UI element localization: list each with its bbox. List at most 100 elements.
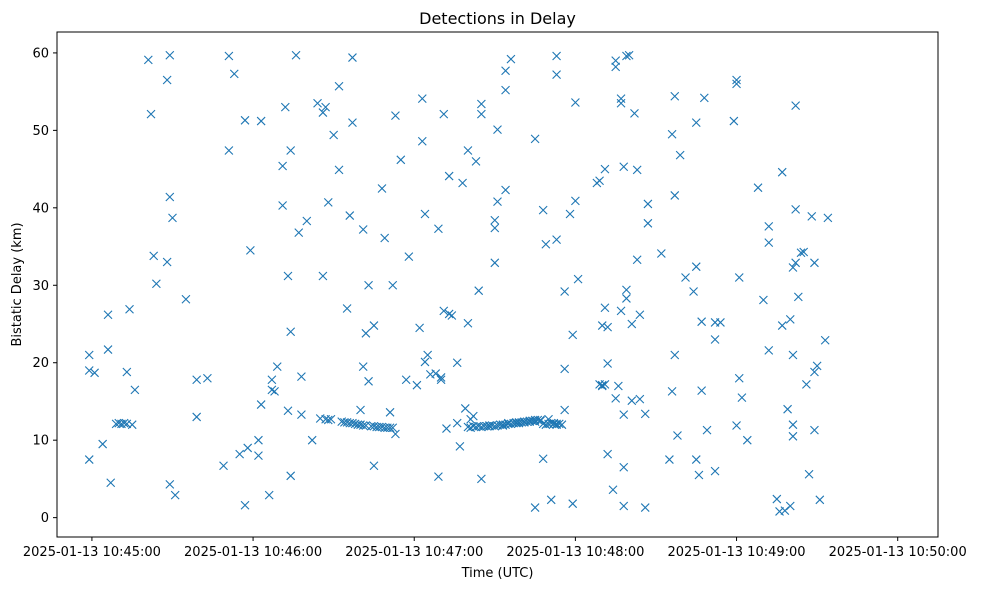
data-point-168: [498, 421, 508, 430]
y-axis-title: Bistatic Delay (km): [10, 222, 25, 346]
data-point-310: [788, 420, 798, 430]
data-point-134: [447, 311, 457, 320]
data-point-153: [476, 99, 486, 109]
data-point-131: [442, 424, 451, 433]
data-point-36: [235, 449, 245, 459]
data-point-265: [667, 129, 677, 139]
data-point-40: [246, 246, 255, 255]
data-point-276: [691, 455, 701, 464]
data-point-275: [691, 262, 701, 272]
data-point-215: [560, 287, 570, 296]
data-point-272: [681, 273, 690, 282]
data-point-219: [568, 330, 578, 340]
data-point-277: [694, 470, 704, 480]
data-point-56: [286, 146, 296, 155]
data-point-128: [436, 375, 446, 385]
data-point-296: [764, 222, 774, 231]
y-tick-label-1: 10: [32, 434, 49, 449]
data-point-256: [632, 165, 642, 175]
data-point-20: [151, 279, 161, 289]
data-point-21: [162, 75, 172, 85]
data-point-141: [463, 146, 473, 155]
data-point-193: [530, 503, 540, 512]
data-point-54: [283, 406, 293, 416]
data-point-33: [224, 51, 234, 61]
data-point-247: [619, 410, 629, 420]
data-point-257: [635, 310, 645, 320]
data-point-3: [90, 368, 99, 378]
data-point-41: [254, 435, 263, 445]
data-point-118: [417, 136, 427, 146]
data-point-114: [401, 375, 411, 385]
data-point-112: [391, 429, 400, 439]
data-point-27: [170, 490, 180, 500]
x-axis-title: Time (UTC): [461, 566, 534, 581]
data-point-43: [256, 400, 266, 409]
data-point-67: [318, 108, 328, 117]
data-point-270: [673, 431, 682, 440]
data-point-47: [267, 385, 277, 395]
x-tick-label-2: 2025-01-13 10:47:00: [345, 545, 483, 560]
data-point-49: [272, 362, 282, 371]
chart-title: Detections in Delay: [419, 9, 576, 28]
data-point-70: [323, 198, 333, 207]
data-point-288: [732, 79, 741, 89]
data-point-306: [785, 314, 795, 324]
data-point-305: [785, 501, 795, 511]
data-point-135: [452, 358, 462, 368]
data-point-87: [356, 405, 365, 415]
data-point-139: [460, 404, 470, 413]
data-point-148: [471, 156, 481, 166]
x-tick-label-1: 2025-01-13 10:46:00: [184, 545, 322, 560]
data-point-274: [691, 118, 701, 128]
data-point-289: [732, 421, 741, 430]
data-point-326: [823, 213, 833, 223]
data-point-89: [358, 225, 368, 234]
data-point-255: [632, 255, 642, 265]
data-point-269: [670, 91, 680, 101]
data-point-200: [541, 420, 551, 430]
data-point-222: [571, 196, 580, 206]
data-point-162: [490, 215, 500, 225]
data-point-104: [380, 233, 390, 243]
data-point-228: [597, 321, 607, 330]
data-point-313: [791, 101, 801, 110]
data-point-37: [240, 500, 250, 510]
data-point-23: [165, 50, 175, 60]
data-point-107: [385, 423, 395, 433]
data-point-318: [804, 469, 814, 479]
data-point-127: [436, 373, 446, 382]
data-point-229: [597, 381, 607, 391]
data-point-240: [613, 381, 623, 391]
x-tick-label-4: 2025-01-13 10:49:00: [668, 545, 806, 560]
data-point-262: [643, 218, 653, 228]
data-point-321: [810, 258, 819, 268]
data-point-61: [297, 372, 306, 382]
data-point-279: [697, 386, 707, 395]
data-point-322: [810, 367, 819, 377]
data-point-251: [624, 50, 634, 60]
data-point-312: [791, 204, 801, 214]
data-point-95: [364, 376, 373, 386]
data-point-7: [106, 478, 116, 488]
data-point-94: [364, 280, 373, 290]
data-point-125: [434, 472, 443, 481]
y-tick-label-3: 30: [32, 279, 49, 294]
data-point-149: [474, 286, 484, 296]
data-point-29: [192, 412, 202, 422]
data-point-292: [737, 393, 747, 402]
data-point-324: [815, 495, 825, 505]
data-point-314: [793, 292, 803, 302]
data-point-78: [342, 304, 352, 313]
data-point-119: [417, 94, 427, 103]
data-point-218: [565, 209, 575, 219]
data-point-302: [777, 167, 787, 177]
data-point-22: [162, 257, 172, 267]
data-point-281: [702, 425, 712, 435]
data-point-243: [616, 306, 626, 316]
data-point-28: [181, 294, 191, 304]
data-point-291: [734, 373, 744, 383]
data-point-287: [732, 75, 741, 85]
data-point-311: [791, 258, 801, 268]
data-point-146: [468, 411, 478, 421]
